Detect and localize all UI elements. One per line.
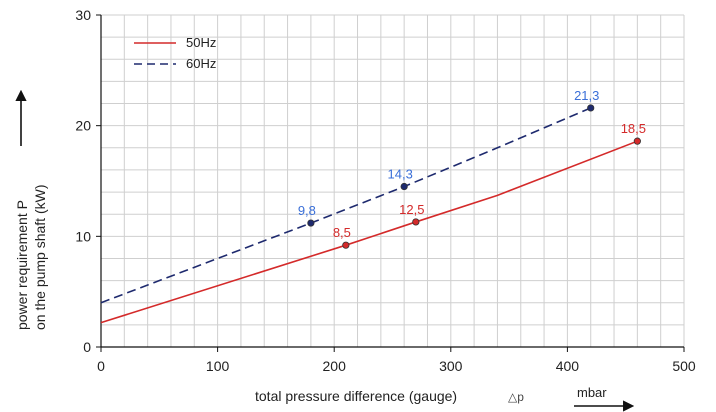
x-tick-label: 400 <box>556 358 580 374</box>
data-label-50hz: 8,5 <box>333 225 351 240</box>
x-tick-label: 200 <box>323 358 347 374</box>
x-axis-title: total pressure difference (gauge) <box>255 388 457 404</box>
y-tick-label: 0 <box>83 339 91 355</box>
series-line-50hz <box>100 140 638 324</box>
grid <box>100 14 685 348</box>
data-label-50hz: 18,5 <box>621 121 646 136</box>
x-tick-label: 100 <box>206 358 230 374</box>
data-label-60hz: 21,3 <box>574 88 599 103</box>
series-layer <box>100 104 641 324</box>
data-label-60hz: 14,3 <box>388 167 413 182</box>
data-point-60hz <box>587 104 595 112</box>
data-point-50hz <box>633 137 641 145</box>
data-label-50hz: 12,5 <box>399 202 424 217</box>
x-axis-unit: mbar <box>577 385 607 400</box>
x-tick-label: 300 <box>439 358 463 374</box>
data-label-60hz: 9,8 <box>298 203 316 218</box>
y-axis-title-line2: on the pump shaft (kW) <box>32 184 48 330</box>
data-point-60hz <box>307 219 315 227</box>
series-line-60hz <box>100 107 592 304</box>
y-tick-label: 30 <box>75 7 91 23</box>
x-axis-symbol: △p <box>508 390 524 404</box>
y-tick-label: 20 <box>75 118 91 134</box>
data-labels: 8,5 12,5 18,5 9,8 14,3 21,3 <box>298 88 646 240</box>
data-point-60hz <box>400 182 408 191</box>
data-point-50hz <box>342 241 350 249</box>
x-tick-label: 0 <box>97 358 105 374</box>
data-point-50hz <box>412 218 420 226</box>
axes: 0 100 200 300 400 500 0 10 20 30 <box>75 7 695 374</box>
y-tick-label: 10 <box>75 228 91 244</box>
y-axis-title-line1: power requirement P <box>14 200 30 330</box>
legend: 50Hz 60Hz <box>134 35 216 71</box>
legend-label-50hz: 50Hz <box>186 35 216 50</box>
legend-label-60hz: 60Hz <box>186 56 216 71</box>
x-tick-label: 500 <box>672 358 696 374</box>
